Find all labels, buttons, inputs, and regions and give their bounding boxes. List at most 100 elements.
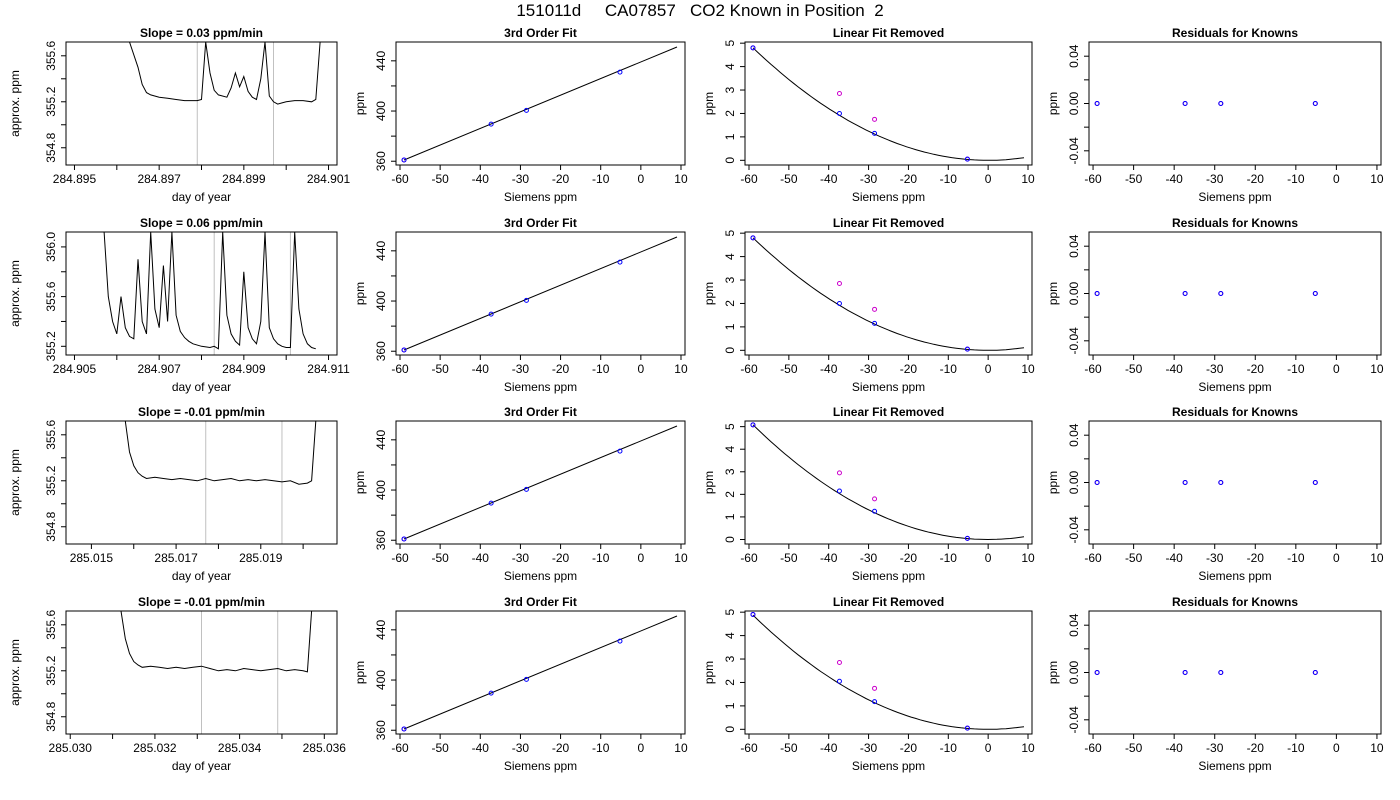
x-tick-label: -10 xyxy=(940,362,958,376)
x-tick-label: 0 xyxy=(985,741,992,755)
x-tick-label: 284.901 xyxy=(307,172,351,186)
data-series-line xyxy=(120,611,313,673)
panel-title: Linear Fit Removed xyxy=(833,216,944,230)
known-point xyxy=(964,725,970,731)
x-axis-label: day of year xyxy=(172,569,231,583)
x-axis-label: Siemens ppm xyxy=(852,380,925,394)
x-tick-label: 285.017 xyxy=(154,551,198,565)
known-point xyxy=(488,121,494,127)
y-tick-label: 1 xyxy=(723,702,737,709)
fit-curve xyxy=(403,46,678,161)
y-tick-label: 3 xyxy=(723,655,737,662)
y-tick-label: 354.8 xyxy=(44,132,58,162)
fit-curve xyxy=(403,615,678,730)
x-tick-label: 0 xyxy=(638,741,645,755)
y-tick-label: 3 xyxy=(723,276,737,283)
x-tick-label: 10 xyxy=(1021,362,1035,376)
panel-frame xyxy=(744,420,1033,545)
x-tick-label: -20 xyxy=(552,172,570,186)
page-title: 151011d CA07857 CO2 Known in Position 2 xyxy=(516,1,884,20)
panel-r1c0: Slope = 0.06 ppm/min 284.905 284.907 284.90… xyxy=(8,216,350,394)
data-series-line xyxy=(129,42,321,105)
x-tick-label: -60 xyxy=(740,362,758,376)
panel-r0c3: Residuals for Knowns -60 -50 -40 -30 -20 -10 0 1… xyxy=(1046,26,1384,204)
y-axis-label: ppm xyxy=(353,282,367,305)
x-tick-label: -10 xyxy=(1287,172,1305,186)
y-tick-label: 355.6 xyxy=(44,281,58,311)
y-tick-label: 0.00 xyxy=(1067,470,1081,494)
x-tick-label: 0 xyxy=(638,551,645,565)
y-tick-label: 4 xyxy=(723,632,737,639)
x-tick-label: -20 xyxy=(900,551,918,565)
y-tick-label: 0 xyxy=(723,157,737,164)
known-point xyxy=(617,638,623,644)
y-axis-label: ppm xyxy=(1046,92,1060,115)
x-tick-label: -60 xyxy=(391,362,409,376)
raw-point xyxy=(872,685,878,691)
known-point xyxy=(617,259,623,265)
x-tick-label: -30 xyxy=(860,741,878,755)
x-tick-label: 0 xyxy=(638,362,645,376)
panel-r1c2: Linear Fit Removed -60 -50 -40 -30 -20 -10 0 10 0… xyxy=(702,216,1035,394)
x-tick-label: -20 xyxy=(900,741,918,755)
y-tick-label: 2 xyxy=(723,679,737,686)
known-point xyxy=(872,699,878,705)
x-tick-label: 0 xyxy=(985,172,992,186)
y-tick-label: 0 xyxy=(723,726,737,733)
x-axis-label: Siemens ppm xyxy=(504,759,577,773)
x-tick-label: -50 xyxy=(431,551,449,565)
raw-point xyxy=(872,306,878,312)
known-point xyxy=(1182,670,1188,675)
x-tick-label: 0 xyxy=(985,362,992,376)
fit-curve xyxy=(403,425,678,540)
known-point xyxy=(401,536,407,542)
y-tick-label: -0.04 xyxy=(1067,706,1081,734)
x-tick-label: 10 xyxy=(1370,741,1384,755)
x-tick-label: -30 xyxy=(860,362,878,376)
y-tick-label: 3 xyxy=(723,468,737,475)
y-tick-label: 400 xyxy=(374,670,388,690)
known-point xyxy=(836,488,842,494)
y-tick-label: 0 xyxy=(723,347,737,354)
panel-r1c3: Residuals for Knowns -60 -50 -40 -30 -20 -10 0 1… xyxy=(1046,216,1384,394)
x-tick-label: -50 xyxy=(780,362,798,376)
x-tick-label: -60 xyxy=(740,741,758,755)
x-tick-label: -10 xyxy=(1287,362,1305,376)
fit-curve xyxy=(752,614,1025,730)
x-tick-label: -10 xyxy=(592,741,610,755)
y-tick-label: 0.00 xyxy=(1067,660,1081,684)
x-tick-label: 0 xyxy=(1333,741,1340,755)
x-tick-label: -50 xyxy=(431,741,449,755)
x-tick-label: 284.899 xyxy=(222,172,266,186)
fit-curve xyxy=(752,47,1025,161)
x-tick-label: 0 xyxy=(1333,172,1340,186)
x-axis-label: day of year xyxy=(172,190,231,204)
y-axis-label: approx. ppm xyxy=(8,260,22,327)
known-point xyxy=(1094,480,1100,485)
x-tick-label: 284.897 xyxy=(137,172,181,186)
panel-frame xyxy=(1088,231,1382,356)
x-tick-label: -60 xyxy=(391,172,409,186)
known-point xyxy=(1094,101,1100,106)
y-axis-label: ppm xyxy=(353,92,367,115)
panel-r2c2: Linear Fit Removed -60 -50 -40 -30 -20 -10 0 10 0… xyxy=(702,405,1035,583)
x-axis-label: Siemens ppm xyxy=(1198,190,1271,204)
x-tick-label: -50 xyxy=(1125,741,1143,755)
x-tick-label: -10 xyxy=(940,551,958,565)
x-tick-label: -30 xyxy=(1206,362,1224,376)
y-tick-label: 4 xyxy=(723,63,737,70)
panel-title: Slope = -0.01 ppm/min xyxy=(138,405,265,419)
known-point xyxy=(964,346,970,352)
x-tick-label: -20 xyxy=(1247,741,1265,755)
x-tick-label: -40 xyxy=(1165,551,1183,565)
known-point xyxy=(617,69,623,75)
x-tick-label: -40 xyxy=(472,172,490,186)
y-tick-label: 0.00 xyxy=(1067,281,1081,305)
known-point xyxy=(1312,480,1318,485)
panel-r3c3: Residuals for Knowns -60 -50 -40 -30 -20 -10 0 1… xyxy=(1046,595,1384,773)
x-tick-label: -60 xyxy=(391,551,409,565)
panel-frame xyxy=(65,231,338,356)
x-tick-label: 10 xyxy=(674,551,688,565)
known-point xyxy=(1182,101,1188,106)
